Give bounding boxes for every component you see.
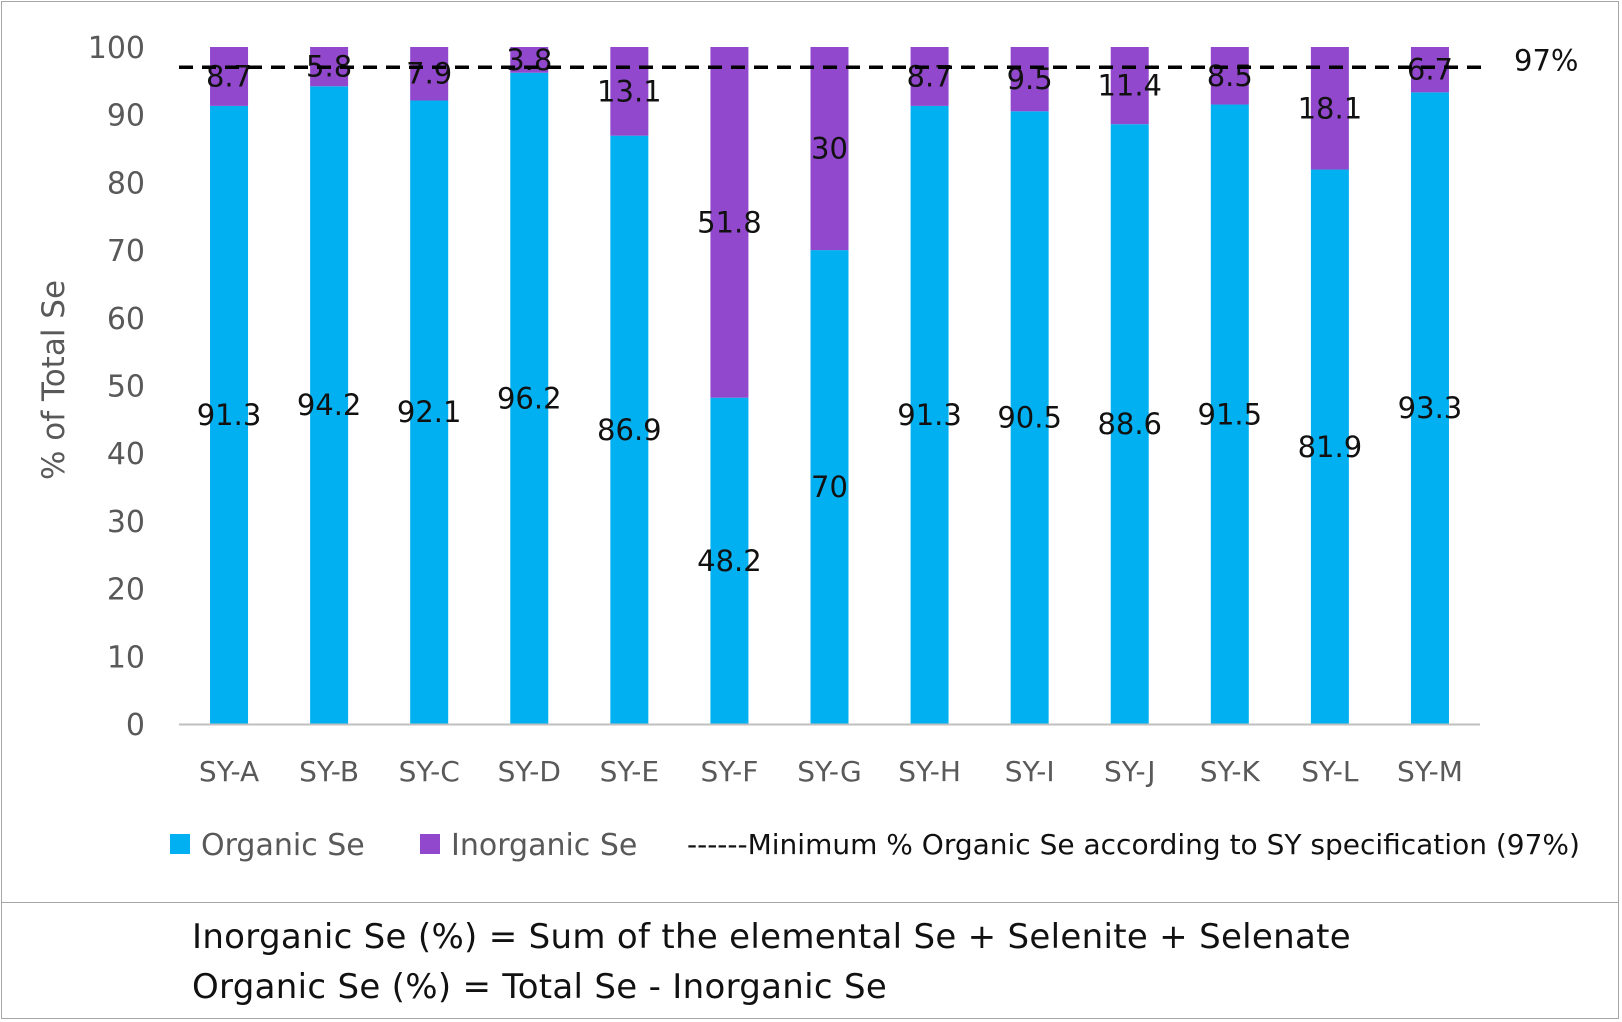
data-label: 51.8 (697, 205, 762, 239)
x-tick-label: SY-L (1301, 755, 1359, 788)
x-tick-label: SY-B (299, 755, 359, 788)
data-label: 18.1 (1298, 91, 1363, 125)
legend-reference-line: ------Minimum % Organic Se according to … (687, 828, 1580, 861)
bar-inorganic-se (1410, 47, 1449, 93)
data-label: 88.6 (1097, 407, 1162, 441)
x-tick-label: SY-H (898, 755, 961, 788)
bar-organic-se (1310, 169, 1349, 725)
data-label: 8.7 (907, 59, 953, 93)
legend: Organic Se Inorganic Se ------Minimum % Or… (170, 828, 1580, 863)
bar-inorganic-se (910, 47, 949, 106)
x-tick-label: SY-F (701, 755, 759, 788)
y-tick-label: 0 (126, 708, 145, 743)
bar-organic-se (210, 105, 249, 725)
bar-inorganic-se (410, 47, 449, 101)
bar-organic-se (1110, 124, 1149, 725)
x-tick-label: SY-M (1397, 755, 1463, 788)
legend-label: Organic Se (201, 828, 365, 863)
legend-swatch (170, 834, 190, 854)
reference-line-label: 97% (1514, 43, 1578, 77)
y-tick-label: 90 (107, 99, 145, 134)
y-tick-label: 70 (107, 234, 145, 269)
bar-organic-se (610, 135, 649, 724)
x-tick-label: SY-E (600, 755, 659, 788)
x-axis: SY-A SY-B SY-C SY-D SY-E SY-F SY-G SY-H SY-I SY-J… (179, 723, 1480, 788)
x-tick-label: SY-K (1200, 755, 1261, 788)
y-tick-label: 80 (107, 166, 145, 201)
data-label: 6.7 (1407, 53, 1453, 87)
bar-organic-se (1010, 111, 1049, 724)
bar-organic-se (710, 397, 749, 724)
data-label: 7.9 (406, 57, 452, 91)
y-tick-label: 30 (107, 505, 145, 540)
data-label: 93.3 (1398, 391, 1463, 425)
note-organic: Organic Se (%) = Total Se - Inorganic Se (192, 967, 888, 1007)
bar-inorganic-se (810, 47, 849, 251)
y-axis-title: % of Total Se (36, 280, 72, 480)
y-tick-label: 20 (107, 573, 145, 608)
bar-inorganic-se (710, 47, 749, 398)
reference-line-group: 97% (179, 43, 1578, 77)
y-tick-label: 100 (88, 31, 145, 66)
data-label: 13.1 (597, 74, 662, 108)
bar-organic-se (810, 250, 849, 724)
bar-inorganic-se (1110, 47, 1149, 125)
y-tick-label: 50 (107, 370, 145, 405)
divider (2, 902, 1618, 903)
x-tick-label: SY-A (199, 755, 259, 788)
x-tick-label: SY-I (1005, 755, 1055, 788)
data-labels: 91.38.794.25.892.17.996.23.886.913.148.2… (197, 43, 1463, 578)
data-label: 96.2 (497, 381, 562, 415)
data-label: 11.4 (1097, 69, 1162, 103)
x-tick-label: SY-C (399, 755, 460, 788)
legend-label: Inorganic Se (451, 828, 637, 863)
data-label: 86.9 (597, 413, 662, 447)
data-label: 30 (811, 132, 848, 166)
data-label: 91.3 (197, 398, 262, 432)
data-label: 48.2 (697, 544, 762, 578)
y-tick-label: 10 (107, 640, 145, 675)
note-inorganic: Inorganic Se (%) = Sum of the elemental … (192, 917, 1351, 957)
bar-organic-se (1410, 92, 1449, 724)
legend-swatch (420, 834, 440, 854)
bar-inorganic-se (1010, 47, 1049, 112)
data-label: 94.2 (297, 388, 362, 422)
data-label: 81.9 (1298, 430, 1363, 464)
data-label: 91.5 (1198, 397, 1263, 431)
data-label: 92.1 (397, 395, 462, 429)
x-tick-label: SY-G (797, 755, 861, 788)
bar-inorganic-se (210, 47, 249, 106)
data-label: 70 (811, 470, 848, 504)
x-tick-label: SY-J (1104, 755, 1155, 788)
data-label: 90.5 (997, 401, 1062, 435)
bar-organic-se (1210, 104, 1249, 725)
bar-inorganic-se (610, 47, 649, 136)
bars (210, 47, 1449, 725)
x-tick-label: SY-D (498, 755, 561, 788)
bar-organic-se (310, 86, 349, 725)
y-axis: 0 10 20 30 40 50 60 70 80 90 100 (88, 31, 145, 743)
bar-organic-se (510, 72, 549, 724)
data-label: 91.3 (897, 398, 962, 432)
y-tick-label: 60 (107, 302, 145, 337)
data-label: 3.8 (506, 43, 552, 77)
y-tick-label: 40 (107, 437, 145, 472)
bar-organic-se (410, 100, 449, 724)
notes: Inorganic Se (%) = Sum of the elemental … (192, 912, 1351, 1012)
bar-inorganic-se (1210, 47, 1249, 105)
bar-organic-se (910, 105, 949, 725)
data-label: 8.7 (206, 59, 252, 93)
data-label: 8.5 (1207, 59, 1253, 93)
